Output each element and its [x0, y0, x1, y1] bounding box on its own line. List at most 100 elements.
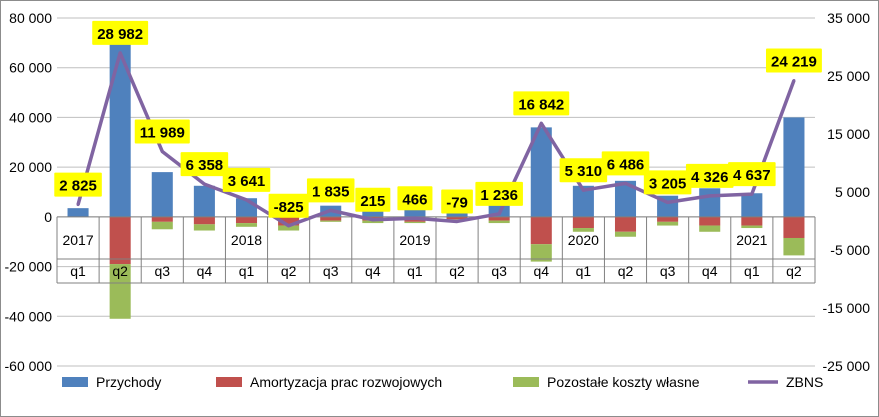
- zbns-data-label-4: 3 641: [222, 167, 271, 192]
- y-right-axis: -25 000 -15 000 -5 000 5 000 15 000 25 000 35 …: [823, 10, 871, 374]
- quarter-label: q4: [197, 263, 213, 279]
- bar-przychody-11: [530, 127, 552, 217]
- zbns-point-8: [413, 216, 417, 220]
- zbns-label-box: [685, 163, 734, 188]
- zbns-point-7: [371, 218, 375, 222]
- zbns-point-13: [624, 181, 627, 185]
- zbns-data-label-3: 6 358: [180, 152, 229, 177]
- quarter-label: q3: [154, 263, 170, 279]
- legend-swatch: [513, 377, 539, 387]
- zbns-point-2: [160, 149, 164, 153]
- quarter-label: q3: [491, 263, 507, 279]
- bar-pozosta-e-koszty-w-asne-13: [614, 231, 637, 237]
- quarter-label: q1: [239, 263, 255, 279]
- quarter-label: q3: [660, 263, 676, 279]
- zbns-data-label-16: 4 637: [728, 162, 776, 187]
- bar-amortyzacja-prac-rozwojowych-12: [572, 216, 594, 229]
- zbns-data-label-14: 3 205: [643, 170, 692, 195]
- zbns-point-3: [202, 182, 206, 186]
- legend-item-1: Amortyzacja prac rozwojowych: [216, 374, 442, 390]
- zbns-label-text: 28 982: [97, 26, 143, 43]
- bar-amortyzacja-prac-rozwojowych-5: [278, 216, 300, 226]
- zbns-label-box: [92, 20, 149, 45]
- y-right-tick-label: 5 000: [835, 184, 870, 200]
- zbns-data-label-10: 1 236: [475, 181, 523, 206]
- legend-swatch: [216, 377, 242, 387]
- zbns-point-15: [708, 194, 712, 198]
- zbns-label-box: [441, 189, 473, 214]
- bar-pozosta-e-koszty-w-asne-11: [530, 244, 552, 262]
- zbns-point-1: [118, 51, 122, 55]
- bar-pozosta-e-koszty-w-asne-7: [362, 220, 384, 224]
- legend-label: Amortyzacja prac rozwojowych: [250, 374, 442, 390]
- bar-pozosta-e-koszty-w-asne-5: [278, 225, 300, 231]
- zbns-line: [76, 51, 796, 228]
- bar-pozosta-e-koszty-w-asne-8: [404, 221, 426, 224]
- zbns-point-10: [497, 212, 501, 216]
- zbns-point-0: [76, 203, 80, 207]
- bar-pozosta-e-koszty-w-asne-1: [109, 264, 131, 319]
- bar-amortyzacja-prac-rozwojowych-10: [488, 216, 510, 221]
- y-right-tick-label: 25 000: [827, 68, 870, 84]
- zbns-data-label-0: 2 825: [54, 172, 102, 197]
- quarter-label: q1: [744, 263, 760, 279]
- year-label: 2018: [231, 232, 262, 248]
- y-left-tick-label: 80 000: [9, 10, 52, 26]
- quarter-label: q1: [407, 263, 423, 279]
- y-left-tick-label: 20 000: [9, 159, 52, 175]
- bar-pozosta-e-koszty-w-asne-4: [235, 223, 258, 227]
- zbns-label-text: 6 486: [607, 156, 645, 173]
- y-left-axis: -60 000 -40 000 -20 000 0 20 000 40 000 60 000…: [5, 10, 53, 374]
- year-label: 2020: [568, 232, 599, 248]
- bar-przychody-17: [783, 117, 805, 217]
- zbns-data-label-11: 16 842: [513, 91, 570, 116]
- zbns-label-text: 4 326: [691, 169, 729, 186]
- bar-amortyzacja-prac-rozwojowych-16: [741, 216, 763, 226]
- zbns-label-text: 215: [360, 193, 385, 210]
- bar-pozosta-e-koszty-w-asne-6: [320, 220, 342, 222]
- y-left-tick-label: -60 000: [5, 358, 53, 374]
- bar-przychody-8: [404, 206, 426, 217]
- y-left-tick-label: -40 000: [5, 308, 53, 324]
- zbns-label-box: [601, 151, 650, 176]
- bar-pozosta-e-koszty-w-asne-10: [488, 220, 510, 224]
- zbns-label-text: 1 835: [312, 183, 350, 200]
- bar-pozosta-e-koszty-w-asne-16: [741, 225, 763, 229]
- zbns-label-box: [54, 172, 102, 197]
- bar-amortyzacja-prac-rozwojowych-1: [109, 216, 131, 265]
- zbns-label-text: 5 310: [565, 163, 603, 180]
- bar-amortyzacja-prac-rozwojowych-15: [699, 216, 721, 226]
- zbns-label-box: [643, 170, 692, 195]
- zbns-data-label-1: 28 982: [92, 20, 149, 45]
- zbns-point-12: [581, 188, 585, 192]
- zbns-data-label-5: -825: [268, 193, 309, 218]
- quarter-label: q4: [702, 263, 718, 279]
- zbns-label-text: 3 205: [649, 175, 687, 192]
- bar-amortyzacja-prac-rozwojowych-4: [235, 216, 258, 224]
- year-label: 2019: [399, 232, 430, 248]
- zbns-label-text: 24 219: [771, 54, 817, 71]
- year-label: 2021: [736, 232, 767, 248]
- quarter-label: q2: [786, 263, 802, 279]
- zbns-label-box: [728, 162, 776, 187]
- zbns-label-box: [134, 119, 190, 144]
- bar-przychody-15: [699, 188, 721, 217]
- zbns-data-label-13: 6 486: [601, 151, 650, 176]
- bar-przychody-16: [741, 193, 763, 217]
- legend-item-0: Przychody: [62, 374, 161, 390]
- y-left-tick-label: -20 000: [5, 259, 53, 275]
- bar-przychody-2: [151, 172, 173, 217]
- zbns-label-box: [765, 48, 822, 73]
- y-left-tick-label: 0: [44, 209, 52, 225]
- y-left-tick-label: 40 000: [9, 109, 52, 125]
- bar-przychody-0: [67, 208, 89, 217]
- bar-przychody-1: [109, 42, 131, 217]
- quarter-label: q4: [533, 263, 549, 279]
- y-right-tick-label: -15 000: [823, 300, 871, 316]
- zbns-label-box: [306, 178, 355, 203]
- zbns-label-text: 11 989: [140, 124, 185, 141]
- zbns-data-label-12: 5 310: [559, 158, 608, 183]
- zbns-data-label-7: 215: [355, 187, 391, 212]
- zbns-point-11: [539, 121, 543, 125]
